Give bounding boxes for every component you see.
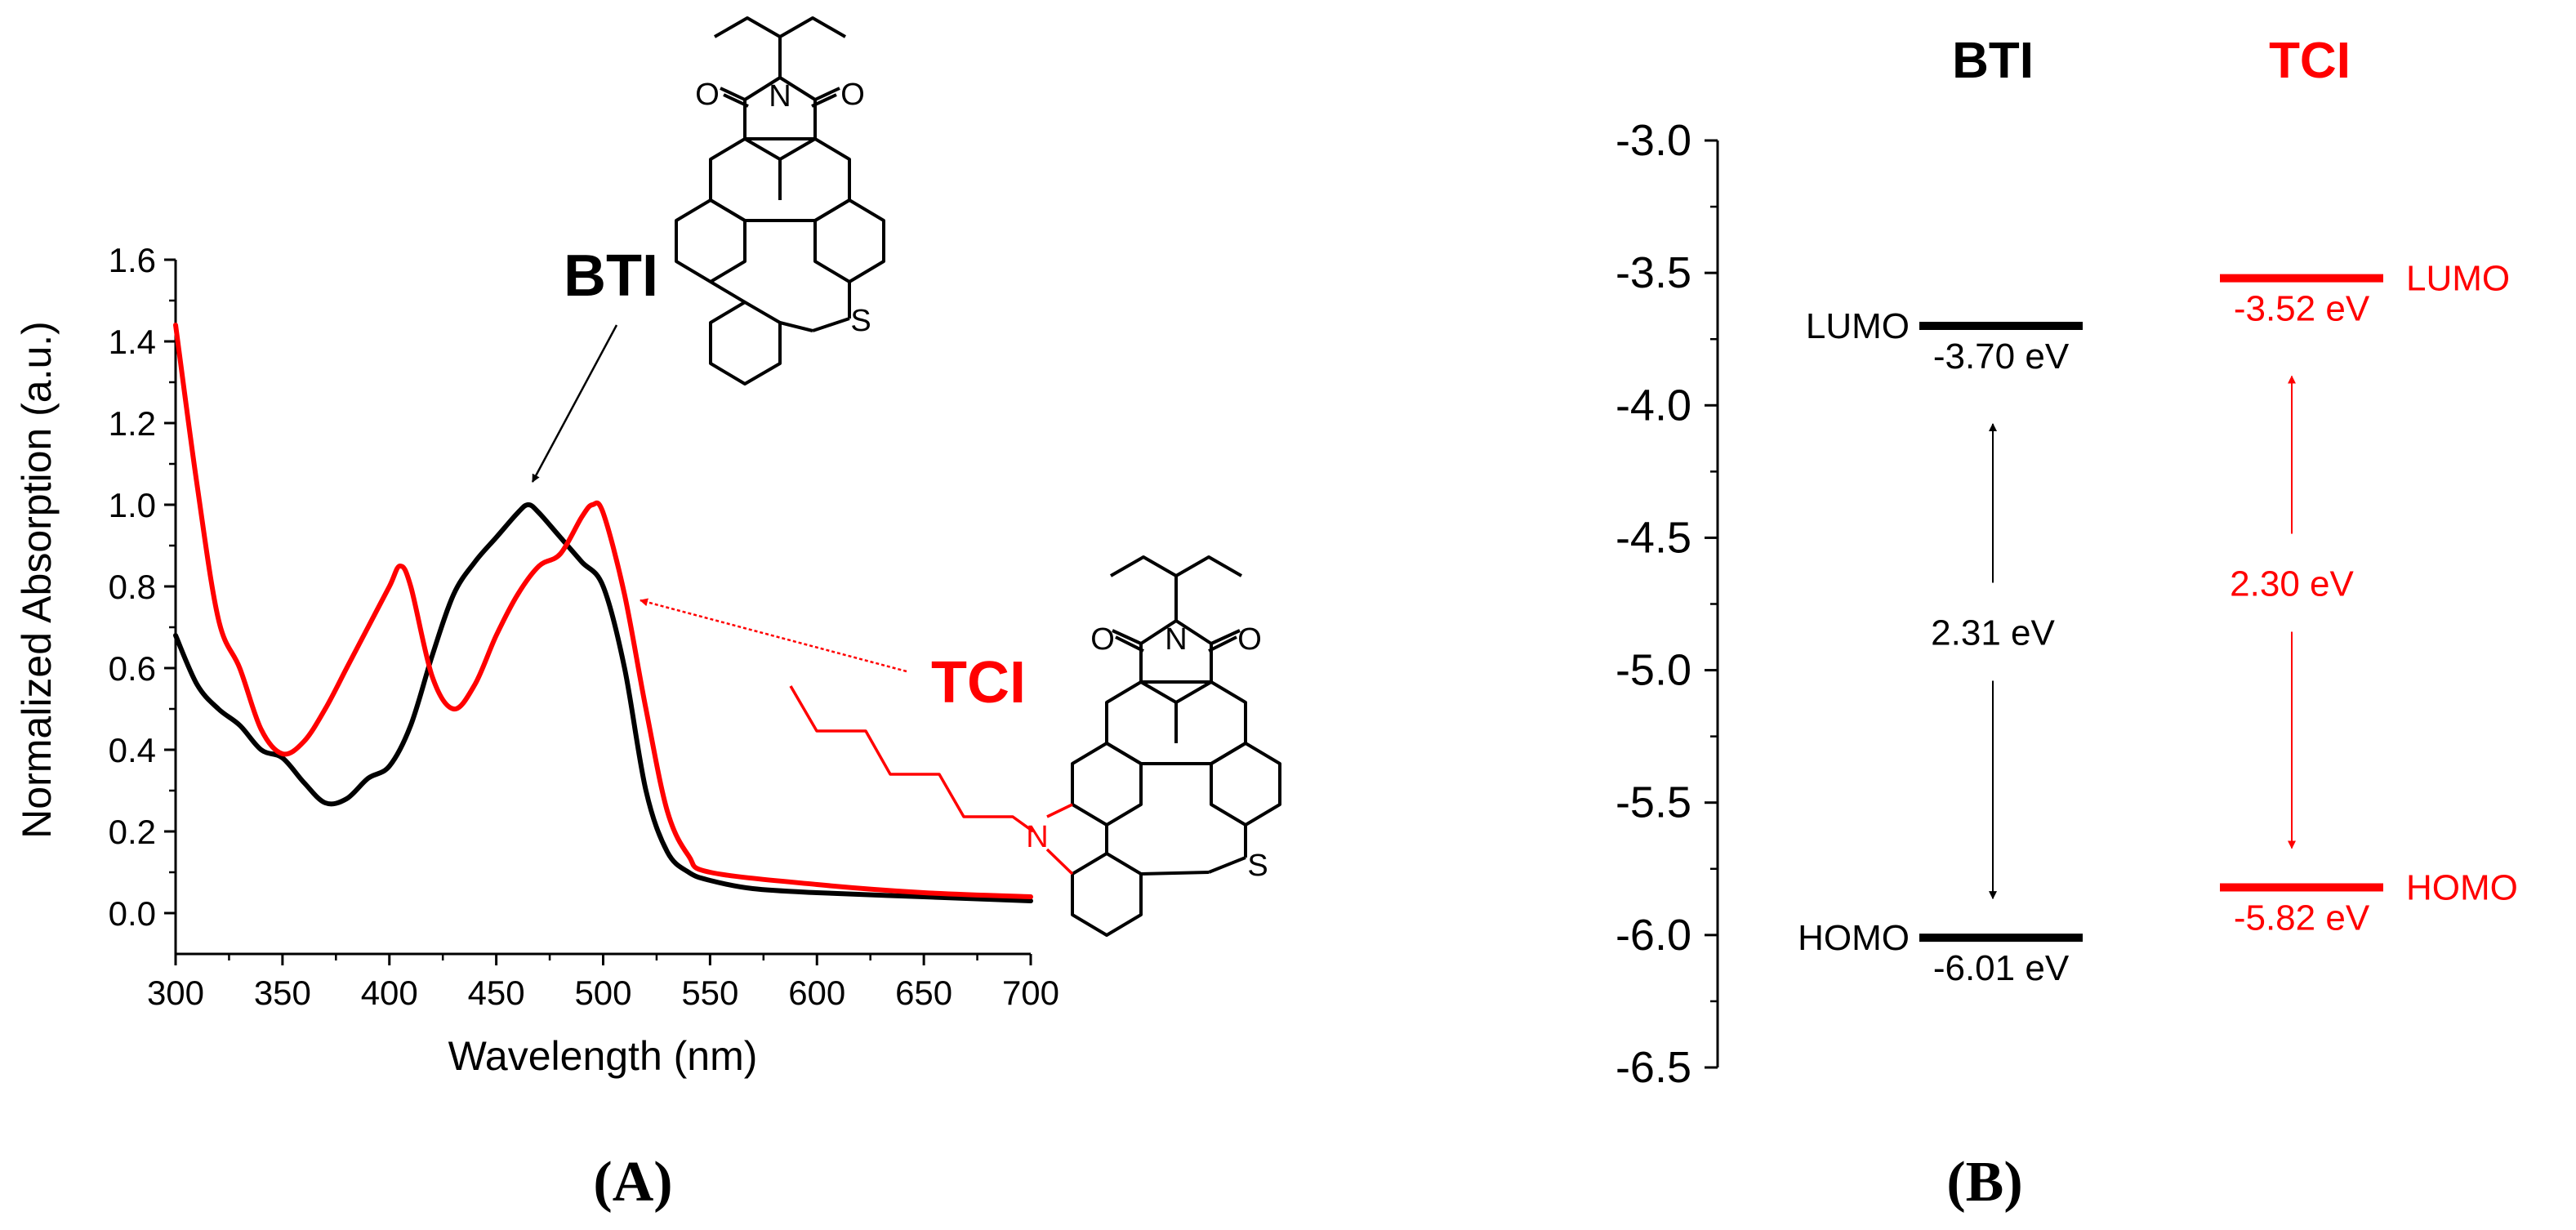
energy-y-tick-label: -5.5	[1616, 778, 1691, 827]
absorption-chart: 300 350 400 450 500 550 600 650 700 0.0 0.2 0.4 0.6…	[14, 16, 1281, 1214]
tci-sulfur: S	[1247, 849, 1268, 883]
bti-series	[173, 502, 1033, 903]
tci-annotation: TCI	[931, 650, 1026, 715]
bti-oxygen-right: O	[840, 78, 865, 112]
tci-oxygen-right: O	[1237, 622, 1262, 657]
bti-energy-column: BTI -3.70 eV -6.01 eV LUMO HOMO 2.31 eV	[1798, 33, 2083, 988]
energy-y-tick-label: -3.0	[1616, 116, 1691, 165]
tci-energy-column: TCI -3.52 eV -5.82 eV LUMO HOMO 2.30 eV	[2220, 33, 2518, 938]
absorption-x-tick-label: 550	[681, 974, 738, 1012]
bti-lumo-tag: LUMO	[1806, 306, 1910, 346]
tci-oxygen-left: O	[1090, 622, 1115, 657]
bti-absorption-line	[173, 502, 1033, 903]
absorption-y-ticks: 0.0 0.2 0.4 0.6 0.8 1.0 1.2 1.4 1.6	[109, 241, 176, 933]
energy-y-ticks: -3.0 -3.5 -4.0 -4.5 -5.0 -5.5 -6.0 -6.5	[1616, 116, 1718, 1092]
panel-b-label: (B)	[1946, 1151, 2022, 1214]
tci-column-header: TCI	[2269, 33, 2351, 89]
absorption-x-tick-label: 300	[147, 974, 204, 1012]
energy-y-tick-label: -3.5	[1616, 248, 1691, 297]
bti-gap-value: 2.31 eV	[1931, 613, 2055, 653]
absorption-x-tick-label: 600	[788, 974, 845, 1012]
bti-column-header: BTI	[1952, 33, 2034, 89]
tci-annotation-arrow	[640, 598, 907, 673]
tci-gap-value: 2.30 eV	[2230, 564, 2354, 604]
absorption-x-tick-label: 400	[361, 974, 418, 1012]
energy-y-tick-label: -6.0	[1616, 911, 1691, 960]
bti-sulfur: S	[850, 304, 871, 338]
absorption-y-tick-label: 1.2	[109, 404, 156, 443]
bti-lumo-value: -3.70 eV	[1933, 336, 2070, 377]
energy-y-tick-label: -5.0	[1616, 646, 1691, 695]
tci-hexyl-chain	[789, 685, 1074, 876]
absorption-x-tick-label: 450	[468, 974, 525, 1012]
absorption-series	[173, 323, 1033, 903]
energy-y-tick-label: -4.0	[1616, 381, 1691, 430]
tci-lumo-tag: LUMO	[2406, 259, 2510, 299]
absorption-y-tick-label: 0.8	[109, 568, 156, 606]
tci-homo-value: -5.82 eV	[2234, 898, 2370, 938]
energy-y-tick-label: -4.5	[1616, 513, 1691, 562]
absorption-x-tick-label: 700	[1002, 974, 1059, 1012]
absorption-axes	[174, 260, 1031, 956]
absorption-y-tick-label: 1.6	[109, 241, 156, 279]
tci-absorption-line	[173, 323, 1033, 899]
absorption-y-axis-label: Normalized Absorption (a.u.)	[14, 321, 60, 839]
bti-annotation: BTI	[564, 243, 658, 309]
absorption-y-tick-label: 0.2	[109, 813, 156, 851]
bti-oxygen-left: O	[695, 78, 720, 112]
bti-homo-tag: HOMO	[1798, 918, 1910, 958]
absorption-y-tick-label: 0.6	[109, 649, 156, 688]
bti-homo-value: -6.01 eV	[1933, 948, 2070, 988]
absorption-x-tick-label: 350	[254, 974, 311, 1012]
tci-red-nitrogen: N	[1026, 820, 1048, 854]
absorption-x-ticks: 300 350 400 450 500 550 600 650 700	[147, 954, 1059, 1012]
bti-molecular-structure	[675, 16, 885, 385]
absorption-x-tick-label: 650	[895, 974, 952, 1012]
tci-homo-tag: HOMO	[2406, 867, 2518, 907]
panel-a-label: (A)	[593, 1151, 672, 1214]
absorption-y-tick-label: 0.0	[109, 894, 156, 933]
absorption-y-tick-label: 1.0	[109, 486, 156, 524]
absorption-y-tick-label: 0.4	[109, 731, 156, 769]
energy-y-tick-label: -6.5	[1616, 1043, 1691, 1092]
energy-level-diagram: -3.0 -3.5 -4.0 -4.5 -5.0 -5.5 -6.0 -6.5 BTI -3.7…	[1616, 33, 2518, 1214]
tci-lumo-value: -3.52 eV	[2234, 289, 2370, 329]
tci-nitrogen: N	[1165, 622, 1187, 657]
absorption-x-tick-label: 500	[574, 974, 631, 1012]
absorption-y-tick-label: 1.4	[109, 323, 156, 361]
bti-annotation-arrow	[531, 324, 618, 483]
tci-series	[173, 323, 1033, 899]
bti-nitrogen: N	[769, 79, 791, 114]
energy-levels: BTI -3.70 eV -6.01 eV LUMO HOMO 2.31 eV TCI -3.…	[1798, 33, 2518, 988]
absorption-x-axis-label: Wavelength (nm)	[448, 1033, 758, 1079]
